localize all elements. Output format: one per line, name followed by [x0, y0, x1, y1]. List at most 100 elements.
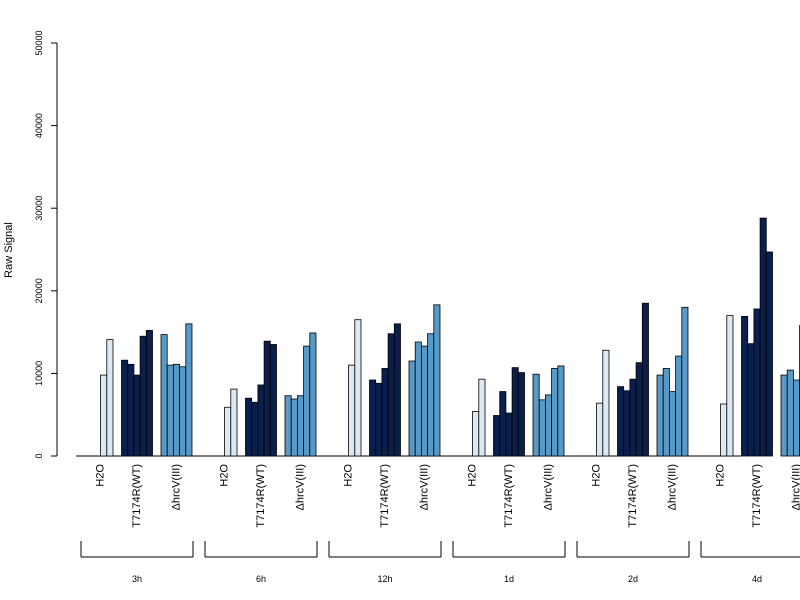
- bar: [369, 379, 377, 457]
- condition-label: H2O: [714, 464, 726, 487]
- bar: [517, 372, 525, 457]
- bar: [532, 373, 540, 457]
- condition-label: H2O: [94, 464, 106, 487]
- bar: [551, 368, 559, 457]
- y-tick-label: 0: [34, 453, 44, 458]
- condition-label: ΔhrcV(III): [666, 464, 678, 510]
- bar: [505, 412, 513, 457]
- condition-label: T7174R(WT): [255, 464, 267, 528]
- time-label: 12h: [377, 574, 392, 584]
- bar: [596, 402, 604, 457]
- condition-labels: H2O T7174R(WT) ΔhrcV(III) H2O T7174R(WT) Δhrc…: [94, 464, 800, 528]
- bar: [478, 378, 486, 457]
- bar: [230, 388, 238, 457]
- bar: [224, 406, 232, 457]
- bar: [139, 335, 147, 457]
- bar: [545, 394, 553, 457]
- condition-label: T7174R(WT): [503, 464, 515, 528]
- bar: [420, 345, 428, 457]
- bar: [538, 399, 546, 457]
- bars: [100, 217, 800, 457]
- condition-label: T7174R(WT): [627, 464, 639, 528]
- time-label: 2d: [628, 574, 638, 584]
- condition-label: T7174R(WT): [379, 464, 391, 528]
- bar: [629, 378, 637, 457]
- time-labels: 3h6h12h1d2d4d6d: [132, 574, 762, 584]
- bar: [127, 363, 135, 457]
- bar: [185, 323, 193, 457]
- bar: [100, 374, 108, 457]
- bar: [269, 344, 277, 457]
- bar: [726, 315, 734, 457]
- bar: [106, 339, 114, 457]
- bar: [499, 391, 507, 457]
- condition-label: ΔhrcV(III): [418, 464, 430, 510]
- condition-label: T7174R(WT): [751, 464, 763, 528]
- bar: [472, 410, 480, 457]
- condition-label: T7174R(WT): [131, 464, 143, 528]
- bar: [511, 367, 519, 457]
- bar: [257, 384, 265, 457]
- bar: [290, 398, 298, 457]
- bar: [675, 355, 683, 457]
- bar: [780, 374, 788, 457]
- bar: [602, 349, 610, 457]
- bar: [493, 415, 501, 457]
- bar: [303, 345, 311, 457]
- bar: [354, 319, 362, 457]
- bar: [656, 374, 664, 457]
- y-axis-title: Raw Signal: [3, 222, 15, 278]
- bar: [145, 330, 153, 457]
- bar: [557, 365, 565, 457]
- bar: [741, 316, 749, 457]
- bar: [348, 364, 356, 457]
- condition-label: H2O: [342, 464, 354, 487]
- time-label: 3h: [132, 574, 142, 584]
- bar: [414, 341, 422, 457]
- time-brackets: [80, 541, 800, 558]
- bar: [747, 343, 755, 457]
- bar: [179, 366, 187, 457]
- bar: [284, 395, 292, 457]
- condition-label: ΔhrcV(III): [294, 464, 306, 510]
- bar: [662, 368, 670, 457]
- bar: [245, 397, 253, 457]
- bar: [669, 391, 677, 457]
- bar: [635, 362, 643, 457]
- bar: [375, 382, 383, 457]
- condition-label: ΔhrcV(III): [790, 464, 800, 510]
- time-label: 6h: [256, 574, 266, 584]
- bar: [720, 403, 728, 457]
- y-tick-label: 10000: [34, 361, 44, 386]
- bar: [753, 308, 761, 457]
- bar: [133, 374, 141, 457]
- bar: [427, 333, 435, 457]
- y-tick-label: 40000: [34, 113, 44, 138]
- bar: [172, 363, 180, 457]
- y-tick-label: 30000: [34, 196, 44, 221]
- bar: [393, 323, 401, 457]
- y-tick-label: 20000: [34, 278, 44, 303]
- bar: [387, 333, 395, 457]
- bar: [121, 359, 129, 457]
- bar: [408, 360, 416, 457]
- bar: [263, 340, 271, 457]
- bar: [793, 379, 800, 457]
- y-axis: 0 10000 20000 30000 40000 50000: [34, 30, 58, 459]
- bar: [160, 334, 168, 457]
- bar: [166, 364, 174, 457]
- condition-label: ΔhrcV(III): [542, 464, 554, 510]
- bar: [251, 401, 259, 457]
- bar: [617, 386, 625, 457]
- condition-label: ΔhrcV(III): [170, 464, 182, 510]
- bar: [759, 217, 767, 457]
- bar: [381, 368, 389, 457]
- bar: [296, 395, 304, 457]
- condition-label: H2O: [466, 464, 478, 487]
- time-label: 1d: [504, 574, 514, 584]
- y-tick-label: 50000: [34, 30, 44, 55]
- condition-label: H2O: [218, 464, 230, 487]
- bar: [681, 306, 689, 457]
- bar: [309, 332, 317, 457]
